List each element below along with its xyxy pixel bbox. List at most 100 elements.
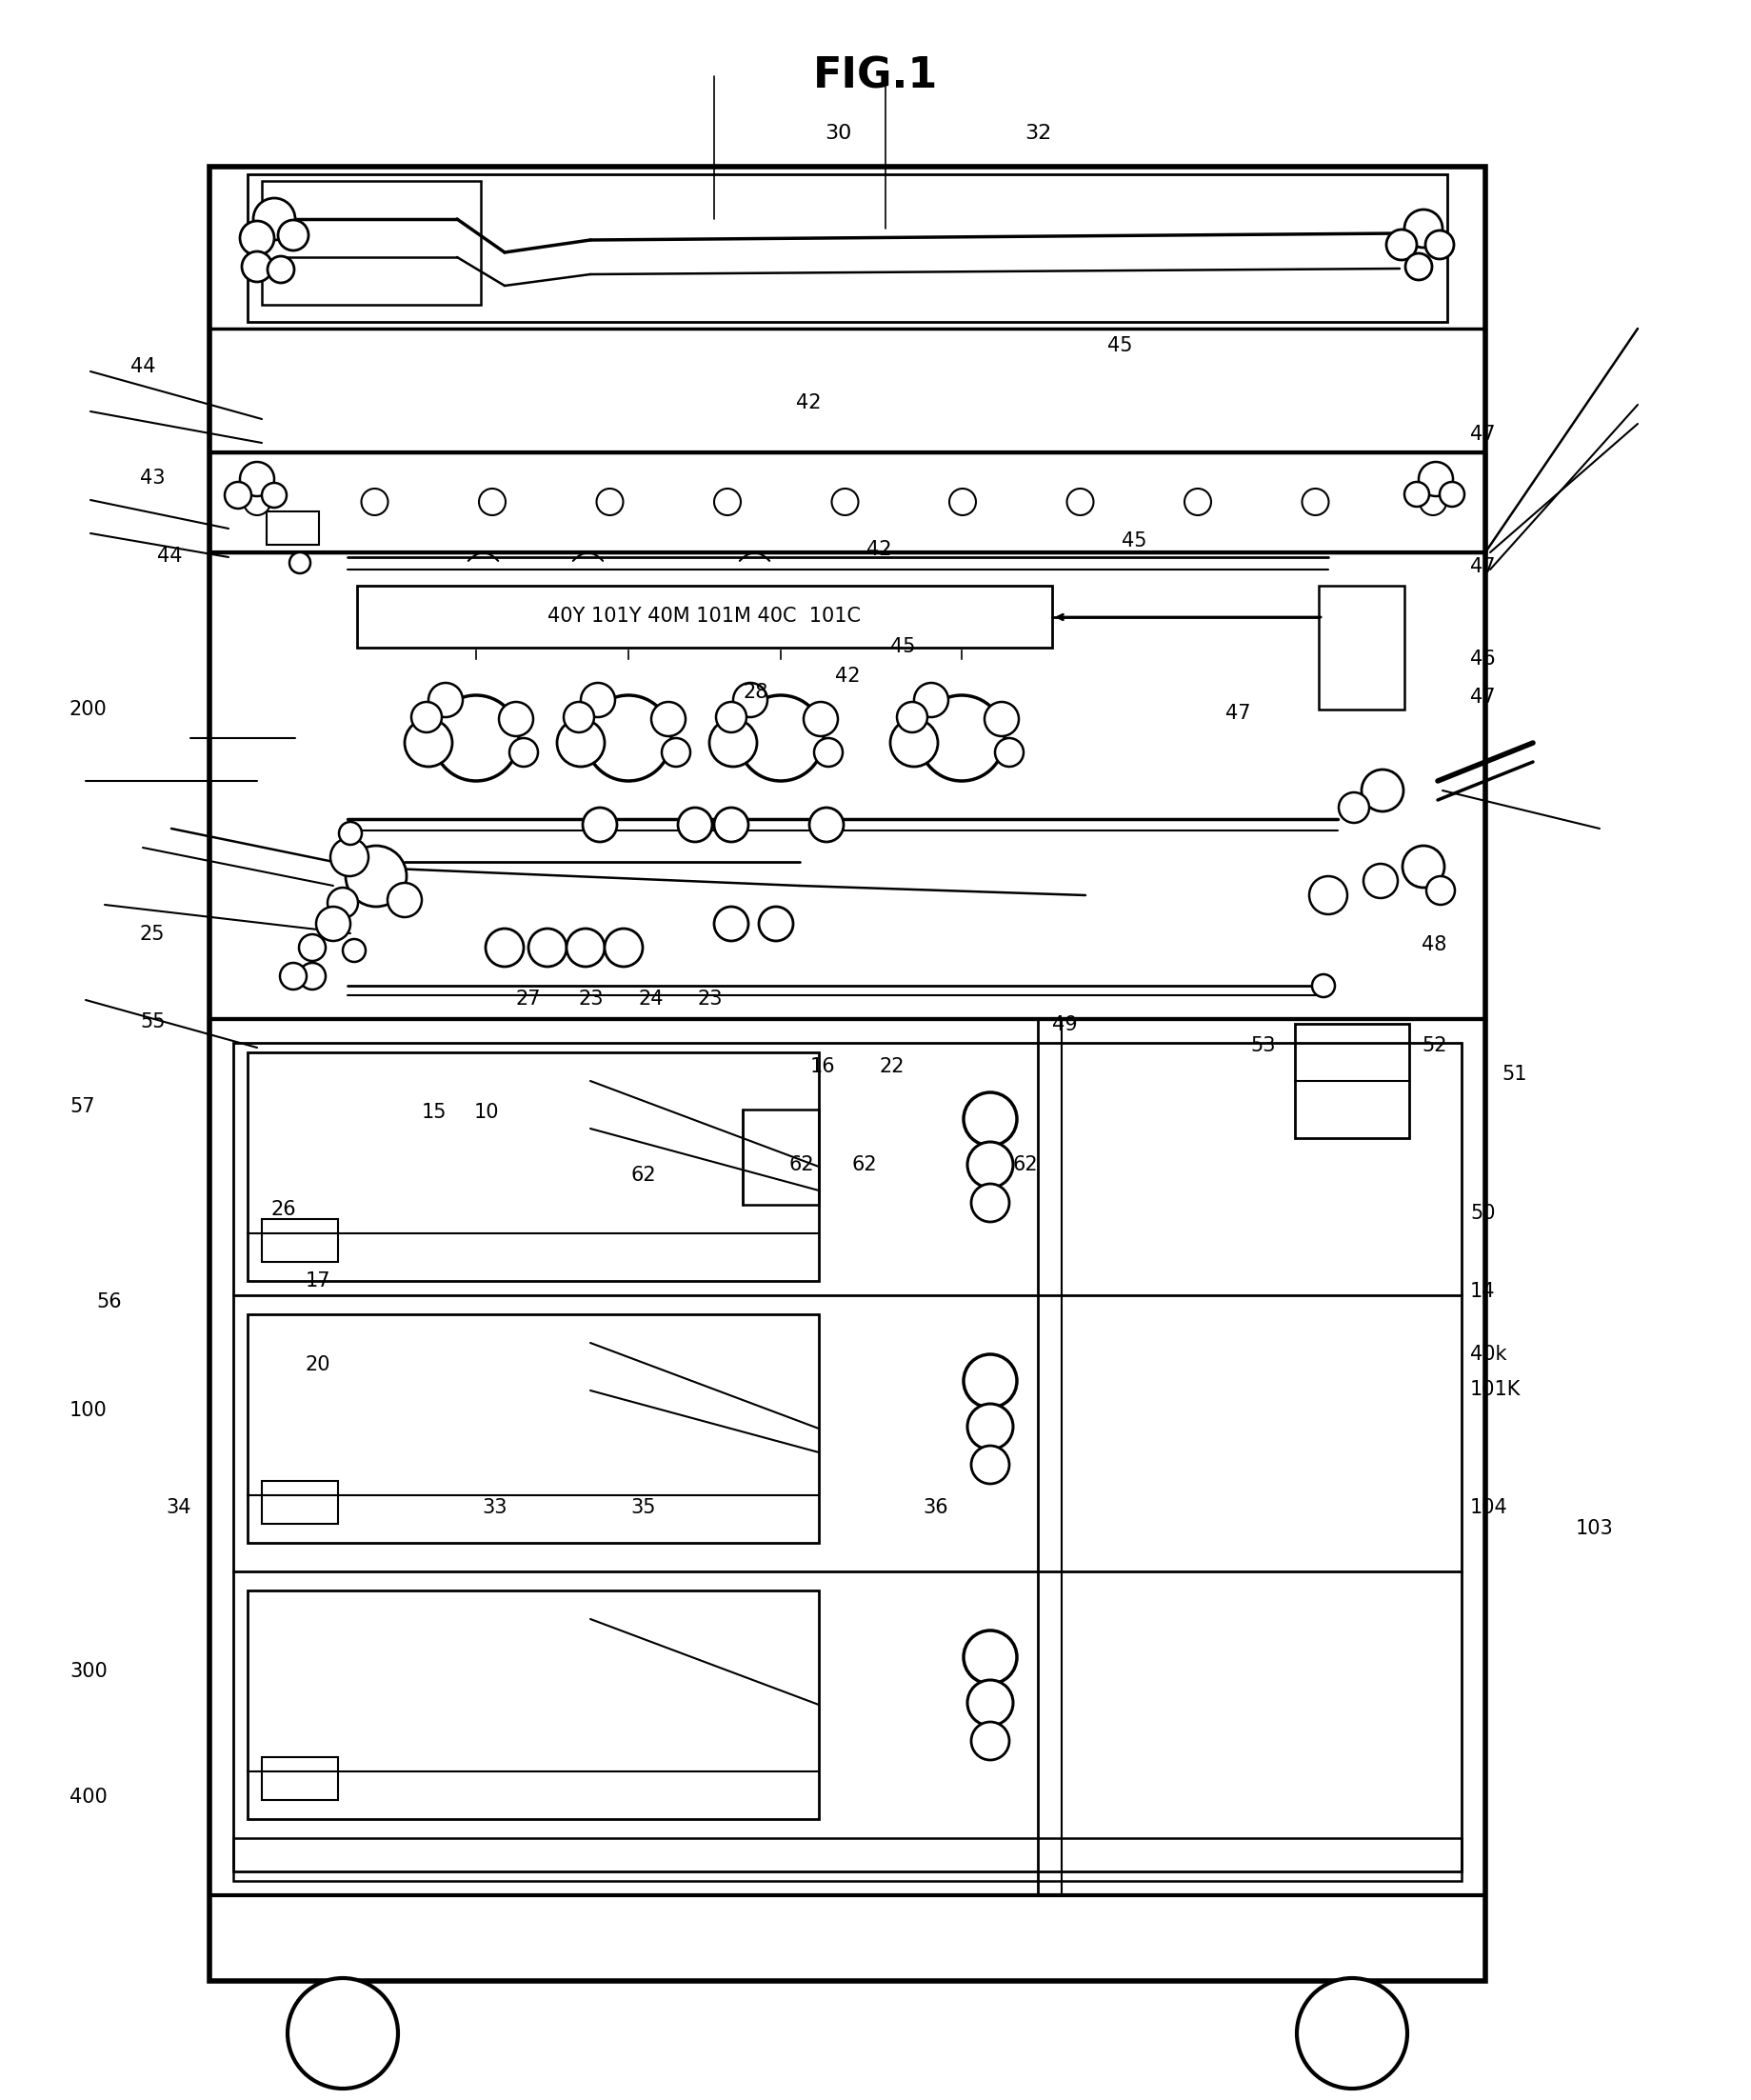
Text: 62: 62 xyxy=(853,1155,877,1174)
Circle shape xyxy=(280,964,306,989)
Text: 26: 26 xyxy=(271,1199,296,1218)
Circle shape xyxy=(254,197,296,239)
Circle shape xyxy=(890,718,939,766)
Bar xyxy=(263,1758,338,1800)
Text: 52: 52 xyxy=(1422,1035,1446,1054)
Circle shape xyxy=(1303,489,1329,514)
Bar xyxy=(1319,586,1404,710)
Circle shape xyxy=(897,701,928,733)
Circle shape xyxy=(1425,231,1453,258)
Text: 34: 34 xyxy=(166,1497,191,1516)
Text: 16: 16 xyxy=(811,1056,835,1075)
Text: 103: 103 xyxy=(1576,1518,1614,1537)
Circle shape xyxy=(914,682,949,716)
Circle shape xyxy=(1387,229,1417,260)
Text: 46: 46 xyxy=(1471,649,1495,668)
Circle shape xyxy=(984,701,1019,737)
Bar xyxy=(233,1044,1462,1871)
Text: 44: 44 xyxy=(130,357,156,376)
Circle shape xyxy=(1420,489,1446,514)
Circle shape xyxy=(299,964,326,989)
Text: 300: 300 xyxy=(70,1661,107,1680)
Circle shape xyxy=(287,1978,397,2090)
Circle shape xyxy=(387,882,422,918)
Text: 62: 62 xyxy=(790,1155,814,1174)
Circle shape xyxy=(327,888,357,918)
Text: 55: 55 xyxy=(140,1012,165,1031)
Circle shape xyxy=(963,1630,1017,1684)
Circle shape xyxy=(529,928,567,966)
Circle shape xyxy=(299,934,326,962)
Circle shape xyxy=(289,552,310,573)
Text: 42: 42 xyxy=(867,540,891,559)
Circle shape xyxy=(1406,254,1432,279)
Circle shape xyxy=(510,737,538,766)
Text: 48: 48 xyxy=(1422,934,1446,953)
Circle shape xyxy=(814,737,842,766)
Circle shape xyxy=(585,695,671,781)
Text: 10: 10 xyxy=(475,1102,499,1121)
Circle shape xyxy=(411,701,441,733)
Circle shape xyxy=(343,939,366,962)
Circle shape xyxy=(243,489,270,514)
Circle shape xyxy=(1427,876,1455,905)
Circle shape xyxy=(995,737,1024,766)
Circle shape xyxy=(1310,876,1347,914)
Text: 20: 20 xyxy=(306,1354,331,1373)
Bar xyxy=(233,1838,1462,1882)
Bar xyxy=(247,174,1448,321)
Text: 17: 17 xyxy=(306,1270,331,1291)
Bar xyxy=(357,586,1052,647)
Circle shape xyxy=(242,252,273,281)
Text: 45: 45 xyxy=(1121,531,1147,550)
Circle shape xyxy=(331,838,368,876)
Circle shape xyxy=(714,907,748,941)
Circle shape xyxy=(967,1142,1014,1189)
Bar xyxy=(210,166,1485,1980)
Circle shape xyxy=(278,220,308,250)
Circle shape xyxy=(972,1445,1009,1485)
Circle shape xyxy=(429,682,462,716)
Circle shape xyxy=(809,808,844,842)
Circle shape xyxy=(404,718,452,766)
Text: 45: 45 xyxy=(890,636,916,655)
Text: 56: 56 xyxy=(96,1292,121,1310)
Circle shape xyxy=(240,462,275,496)
Circle shape xyxy=(567,928,604,966)
Bar xyxy=(263,1480,338,1525)
Text: 57: 57 xyxy=(70,1096,95,1117)
Circle shape xyxy=(949,489,975,514)
Bar xyxy=(210,451,1485,552)
Text: 47: 47 xyxy=(1471,687,1495,708)
Circle shape xyxy=(919,695,1005,781)
Text: 101K: 101K xyxy=(1471,1380,1522,1399)
Text: 40k: 40k xyxy=(1471,1344,1508,1363)
Circle shape xyxy=(662,737,690,766)
Circle shape xyxy=(651,701,686,737)
Bar xyxy=(247,1315,819,1543)
Text: 33: 33 xyxy=(483,1497,508,1516)
Bar xyxy=(247,1052,819,1281)
Circle shape xyxy=(972,1722,1009,1760)
Circle shape xyxy=(263,483,287,508)
Text: 49: 49 xyxy=(1052,1014,1077,1035)
Text: 23: 23 xyxy=(578,989,604,1008)
Bar xyxy=(742,1109,819,1205)
Text: 47: 47 xyxy=(1471,556,1495,575)
Circle shape xyxy=(1364,863,1397,899)
Circle shape xyxy=(737,695,823,781)
Text: FIG.1: FIG.1 xyxy=(814,57,939,97)
Circle shape xyxy=(604,928,643,966)
Circle shape xyxy=(480,489,506,514)
Bar xyxy=(210,1018,1485,1894)
Text: 35: 35 xyxy=(630,1497,657,1516)
Circle shape xyxy=(758,907,793,941)
Circle shape xyxy=(967,1403,1014,1449)
Circle shape xyxy=(1311,974,1334,998)
Text: 32: 32 xyxy=(1024,124,1051,143)
Text: 22: 22 xyxy=(879,1056,905,1075)
Bar xyxy=(266,512,319,544)
Circle shape xyxy=(564,701,594,733)
Circle shape xyxy=(972,1184,1009,1222)
Text: 36: 36 xyxy=(923,1497,949,1516)
